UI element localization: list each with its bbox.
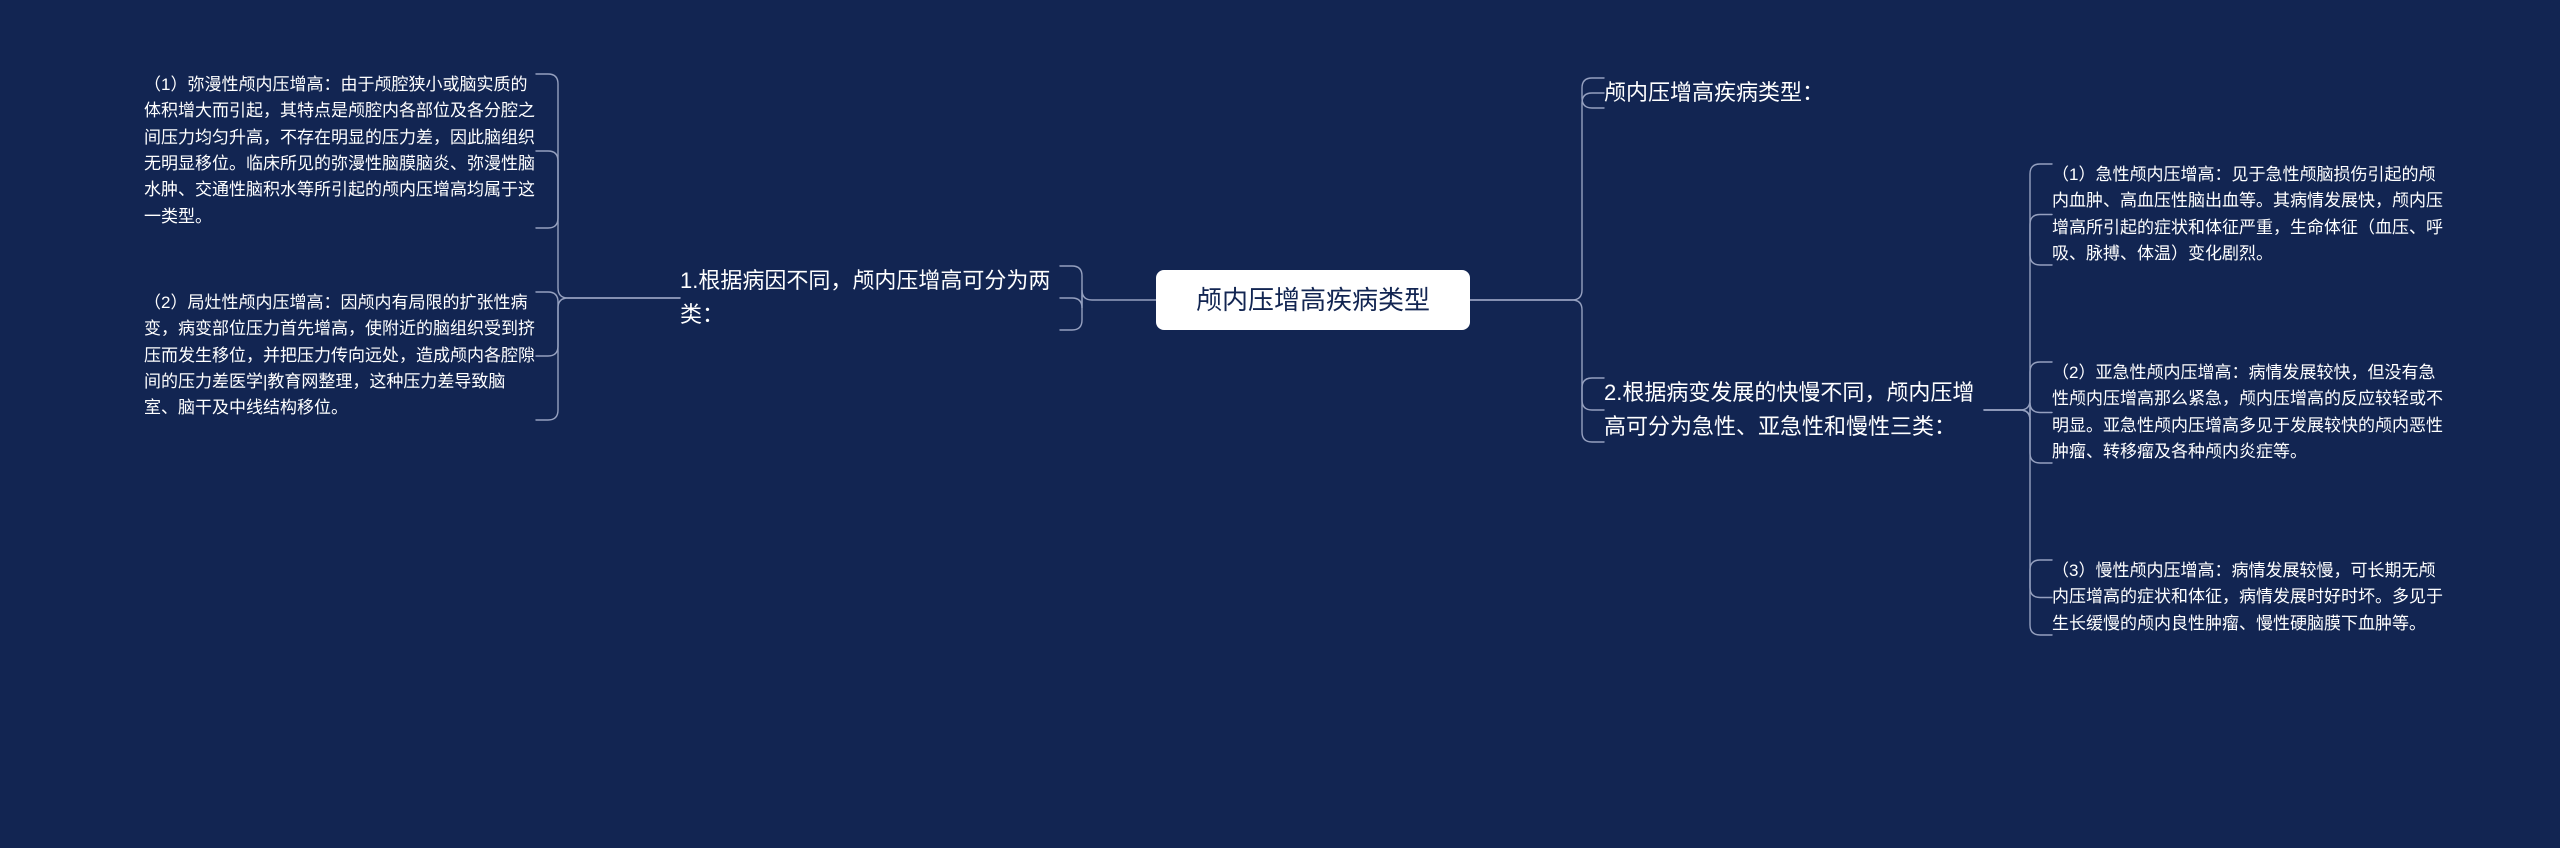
root-node: 颅内压增高疾病类型 [1156,270,1470,330]
leaf-focal: （2）局灶性颅内压增高：因颅内有局限的扩张性病变，病变部位压力首先增高，使附近的… [144,290,536,422]
leaf-acute: （1）急性颅内压增高：见于急性颅脑损伤引起的颅内血肿、高血压性脑出血等。其病情发… [2052,162,2444,267]
mindmap-canvas: 颅内压增高疾病类型 1.根据病因不同，颅内压增高可分为两类： 颅内压增高疾病类型… [0,0,2560,848]
leaf-subacute: （2）亚急性颅内压增高：病情发展较快，但没有急性颅内压增高那么紧急，颅内压增高的… [2052,360,2444,465]
leaf-diffuse: （1）弥漫性颅内压增高：由于颅腔狭小或脑实质的体积增大而引起，其特点是颅腔内各部… [144,72,536,230]
branch-disease-types-label: 颅内压增高疾病类型： [1604,76,1984,110]
leaf-chronic: （3）慢性颅内压增高：病情发展较慢，可长期无颅内压增高的症状和体征，病情发展时好… [2052,558,2444,637]
branch-by-progression: 2.根据病变发展的快慢不同，颅内压增高可分为急性、亚急性和慢性三类： [1604,376,1984,444]
branch-by-cause: 1.根据病因不同，颅内压增高可分为两类： [680,264,1060,332]
